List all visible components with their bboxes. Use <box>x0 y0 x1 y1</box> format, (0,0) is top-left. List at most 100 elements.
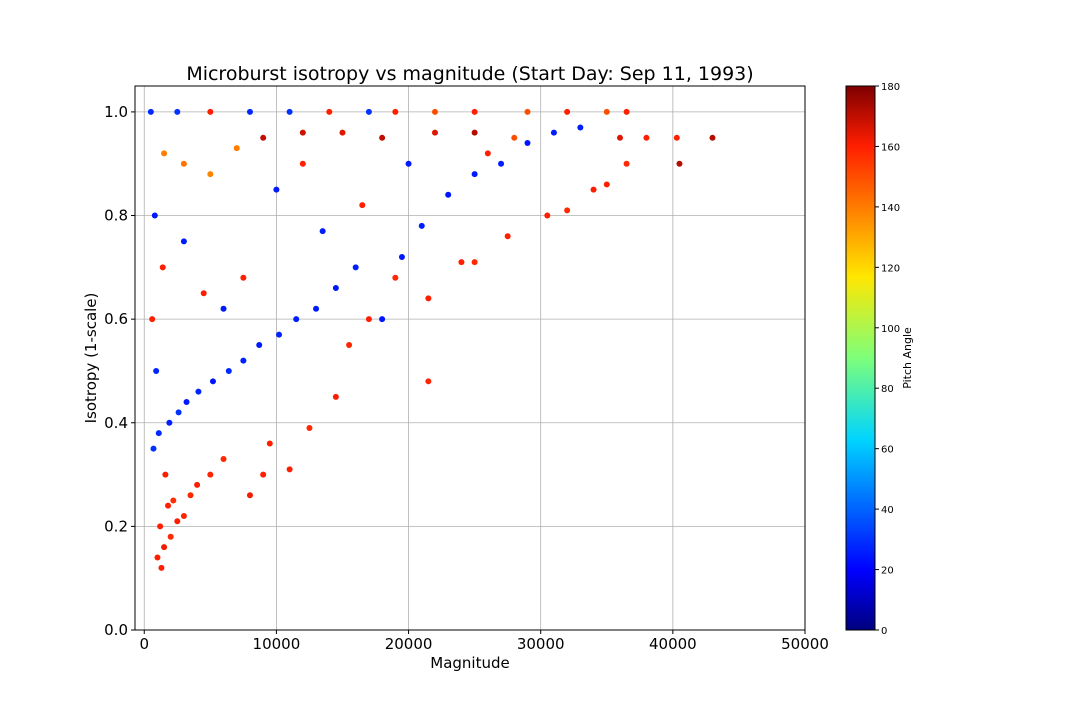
data-point <box>207 471 214 478</box>
colorbar-label: Pitch Angle <box>901 327 914 389</box>
data-point <box>623 160 630 167</box>
data-point <box>180 238 187 245</box>
data-point <box>161 150 168 157</box>
data-point <box>147 108 154 115</box>
data-point <box>293 316 300 323</box>
data-point <box>524 108 531 115</box>
data-point <box>365 316 372 323</box>
data-point <box>643 134 650 141</box>
data-point <box>544 212 551 219</box>
plot-background <box>135 86 805 630</box>
data-point <box>603 108 610 115</box>
data-point <box>151 212 158 219</box>
data-point <box>159 264 166 271</box>
data-point <box>174 518 181 525</box>
data-point <box>498 160 505 167</box>
y-tick-label: 0.2 <box>104 517 128 535</box>
data-point <box>225 367 232 374</box>
data-point <box>154 554 161 561</box>
data-point <box>276 331 283 338</box>
y-axis-label: Isotropy (1-scale) <box>82 293 100 424</box>
data-point <box>170 497 177 504</box>
data-point <box>246 108 253 115</box>
data-point <box>195 388 202 395</box>
x-axis-ticks: 0 10000 20000 30000 40000 50000 <box>139 630 829 653</box>
data-point <box>180 513 187 520</box>
data-point <box>150 445 157 452</box>
data-point <box>359 202 366 209</box>
x-tick-label: 10000 <box>253 635 301 653</box>
data-point <box>240 274 247 281</box>
data-point <box>158 564 165 571</box>
data-point <box>524 139 531 146</box>
data-point <box>511 134 518 141</box>
data-point <box>471 259 478 266</box>
data-point <box>286 108 293 115</box>
data-point <box>183 399 190 406</box>
data-point <box>256 342 263 349</box>
data-point <box>392 108 399 115</box>
data-point <box>709 134 716 141</box>
data-point <box>332 393 339 400</box>
colorbar-tick-label: 0 <box>881 626 887 637</box>
colorbar-tick-label: 180 <box>881 82 900 93</box>
x-tick-label: 20000 <box>385 635 433 653</box>
colorbar-tick-label: 100 <box>881 324 900 335</box>
data-point <box>220 456 227 463</box>
data-point <box>603 181 610 188</box>
colorbar-tick-label: 80 <box>881 384 894 395</box>
x-tick-label: 30000 <box>517 635 565 653</box>
y-tick-label: 0.8 <box>104 207 128 225</box>
data-point <box>471 129 478 136</box>
data-point <box>590 186 597 193</box>
data-point <box>425 295 432 302</box>
data-point <box>299 160 306 167</box>
colorbar-tick-label: 20 <box>881 566 894 577</box>
data-point <box>379 134 386 141</box>
colorbar-tick-label: 60 <box>881 445 894 456</box>
data-point <box>346 342 353 349</box>
data-point <box>299 129 306 136</box>
data-point <box>153 367 160 374</box>
data-point <box>577 124 584 131</box>
data-point <box>273 186 280 193</box>
data-point <box>332 285 339 292</box>
data-point <box>161 544 168 551</box>
data-point <box>194 481 201 488</box>
data-point <box>233 145 240 152</box>
data-point <box>240 357 247 364</box>
y-tick-label: 0.4 <box>104 414 128 432</box>
data-point <box>392 274 399 281</box>
data-point <box>418 222 425 229</box>
data-point <box>352 264 359 271</box>
x-tick-label: 0 <box>139 635 149 653</box>
data-point <box>306 424 313 431</box>
data-points <box>147 108 716 571</box>
data-point <box>260 134 267 141</box>
colorbar-tick-label: 160 <box>881 142 900 153</box>
data-point <box>266 440 273 447</box>
data-point <box>431 129 438 136</box>
colorbar-tick-label: 40 <box>881 505 894 516</box>
colorbar <box>845 85 876 631</box>
data-point <box>504 233 511 240</box>
data-point <box>471 108 478 115</box>
data-point <box>187 492 194 499</box>
data-point <box>398 253 405 260</box>
plot-frame <box>134 85 806 631</box>
data-point <box>207 171 214 178</box>
data-point <box>471 171 478 178</box>
data-point <box>445 191 452 198</box>
data-point <box>286 466 293 473</box>
x-tick-label: 50000 <box>781 635 829 653</box>
data-point <box>623 108 630 115</box>
data-point <box>313 305 320 312</box>
data-point <box>319 228 326 235</box>
y-tick-label: 1.0 <box>104 103 128 121</box>
colorbar-tick-label: 140 <box>881 203 900 214</box>
data-point <box>425 378 432 385</box>
data-point <box>616 134 623 141</box>
data-point <box>260 471 267 478</box>
data-point <box>166 419 173 426</box>
